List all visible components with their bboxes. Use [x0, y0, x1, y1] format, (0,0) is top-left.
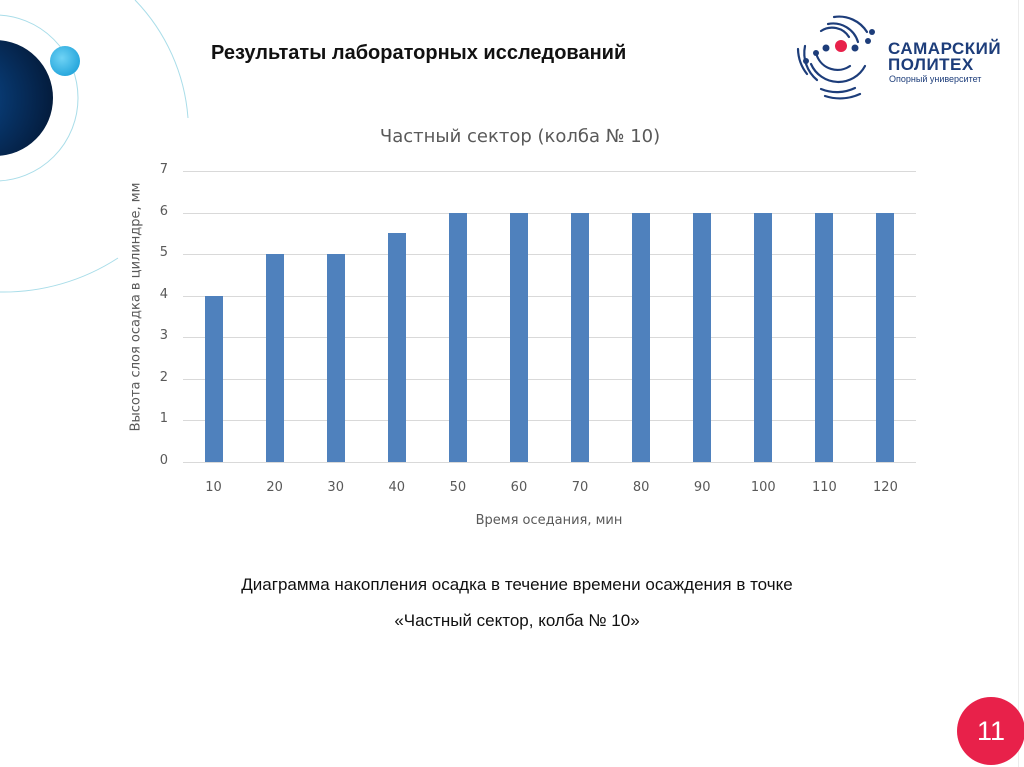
bar — [448, 212, 467, 462]
y-axis-label: Высота слоя осадка в цилиндре, мм — [128, 182, 144, 432]
gridline — [183, 378, 916, 380]
gridline — [183, 462, 916, 463]
chart-caption-line2: «Частный сектор, колба № 10» — [394, 611, 640, 630]
x-tick-label: 50 — [449, 480, 467, 495]
gridline — [183, 212, 916, 214]
gridline — [183, 337, 916, 339]
bar — [265, 254, 284, 462]
chart-caption-line1: Диаграмма накопления осадка в течение вр… — [241, 575, 793, 594]
page-number-badge: 11 — [957, 697, 1024, 765]
x-tick-label: 80 — [632, 480, 650, 495]
chart-title: Частный сектор (колба № 10) — [379, 126, 661, 147]
y-tick-label: 2 — [159, 369, 168, 385]
gridline — [183, 254, 916, 256]
bar — [204, 295, 223, 462]
logo-emblem-icon — [796, 15, 875, 100]
y-tick-label: 6 — [159, 203, 168, 219]
plot-area — [183, 171, 916, 463]
x-tick-label: 60 — [510, 480, 528, 495]
bar — [693, 212, 712, 462]
gridline — [183, 420, 916, 422]
y-tick-label: 0 — [159, 453, 168, 468]
x-tick-label: 120 — [873, 480, 898, 495]
decorative-orbit-graphic — [0, 0, 189, 293]
x-axis-label: Время оседания, мин — [475, 513, 623, 528]
bar — [387, 233, 406, 462]
bar — [876, 212, 895, 462]
x-tick-label: 110 — [811, 480, 837, 495]
y-tick-label: 5 — [159, 245, 168, 261]
gridline — [183, 171, 916, 172]
y-tick-label: 3 — [159, 328, 168, 344]
x-tick-label: 100 — [750, 480, 776, 495]
bar — [632, 212, 651, 462]
slide-border — [1018, 0, 1019, 767]
logo-line2: ПОЛИТЕХ — [888, 55, 974, 74]
y-tick-label: 7 — [159, 162, 168, 177]
logo-tagline: Опорный университет — [889, 74, 982, 84]
x-tick-label: 70 — [571, 480, 589, 495]
bar — [754, 212, 773, 462]
x-tick-label: 10 — [205, 480, 222, 495]
bar — [326, 254, 345, 462]
university-logo: САМАРСКИЙ ПОЛИТЕХ Опорный университет — [795, 4, 1001, 100]
bar — [509, 212, 528, 462]
x-tick-label: 20 — [266, 480, 283, 495]
logo-line1: САМАРСКИЙ — [888, 39, 1002, 58]
x-tick-label: 90 — [693, 480, 711, 495]
y-tick-label: 1 — [159, 411, 168, 427]
bar — [815, 212, 834, 462]
bar — [571, 212, 590, 462]
y-tick-label: 4 — [159, 286, 168, 302]
slide-title: Результаты лабораторных исследований — [211, 42, 627, 64]
gridline — [183, 295, 916, 297]
x-tick-label: 40 — [388, 480, 406, 495]
x-tick-label: 30 — [327, 480, 344, 495]
